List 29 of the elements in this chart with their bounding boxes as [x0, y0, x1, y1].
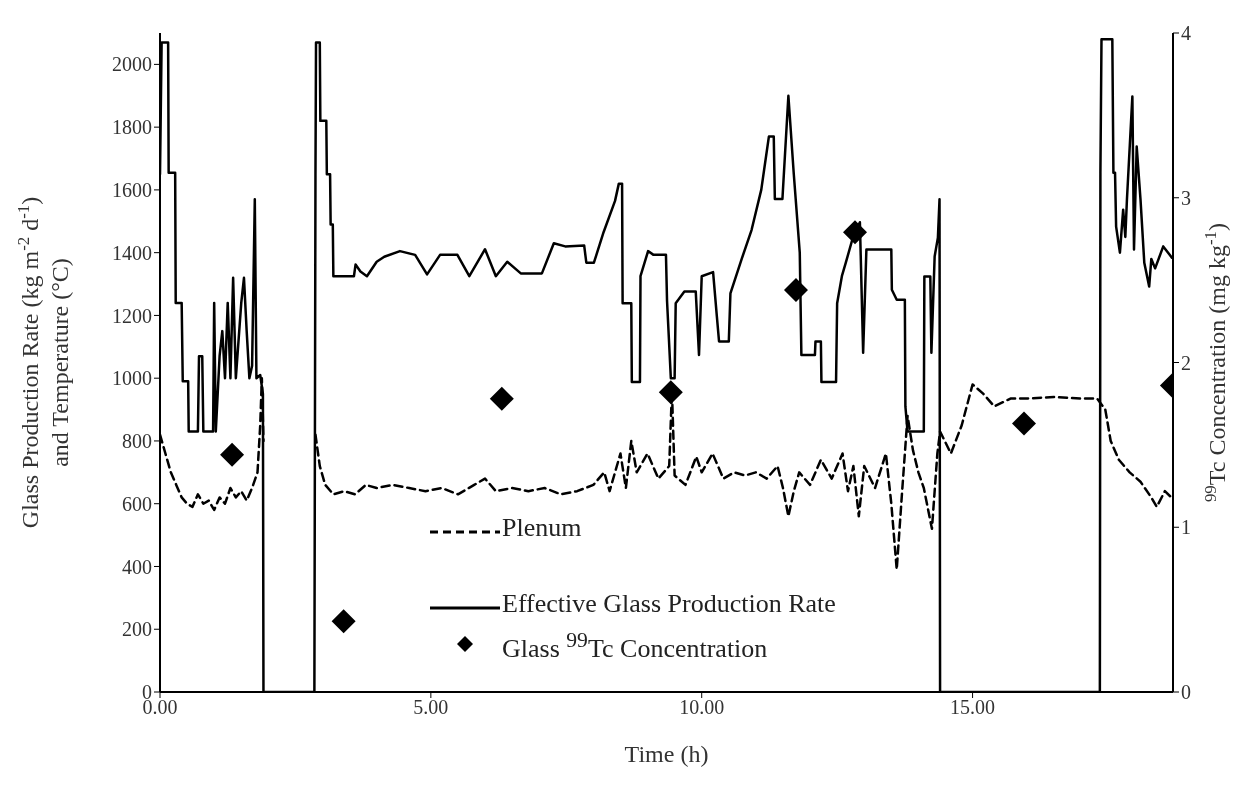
x-axis-title: Time (h) [624, 741, 709, 767]
y-tick-label: 1400 [112, 241, 152, 264]
y-tick-label: 800 [122, 430, 152, 453]
legend-label: Plenum [502, 513, 583, 543]
x-tick-label: 15.00 [950, 696, 996, 719]
x-tick-label: 10.00 [679, 696, 725, 719]
y2-tick-label: 2 [1181, 351, 1191, 374]
point [489, 386, 514, 411]
y-tick-label: 200 [122, 618, 152, 641]
point [1012, 411, 1037, 436]
legend-label: Glass $^{99}$Tc Concentration [502, 627, 769, 664]
y2-tick-label: 1 [1181, 516, 1191, 539]
y-tick-label: 400 [122, 555, 152, 578]
y-tick-label: 2000 [112, 53, 152, 76]
legend-label: Effective Glass Production Rate [502, 589, 837, 619]
y-tick-label: 600 [122, 492, 152, 515]
y-tick-label: 1800 [112, 116, 152, 139]
y2-tick-label: 3 [1181, 186, 1191, 209]
point [658, 380, 683, 405]
point [783, 278, 808, 303]
x-tick-label: 5.00 [413, 696, 449, 719]
point [843, 220, 868, 245]
y2-tick-label: 0 [1181, 681, 1191, 704]
y2-tick-label: 4 [1181, 22, 1191, 45]
point [220, 442, 245, 467]
y-tick-label: 1000 [112, 367, 152, 390]
y-tick-label: 1600 [112, 179, 152, 201]
point [331, 609, 356, 634]
y-tick-label: 1200 [112, 304, 152, 327]
